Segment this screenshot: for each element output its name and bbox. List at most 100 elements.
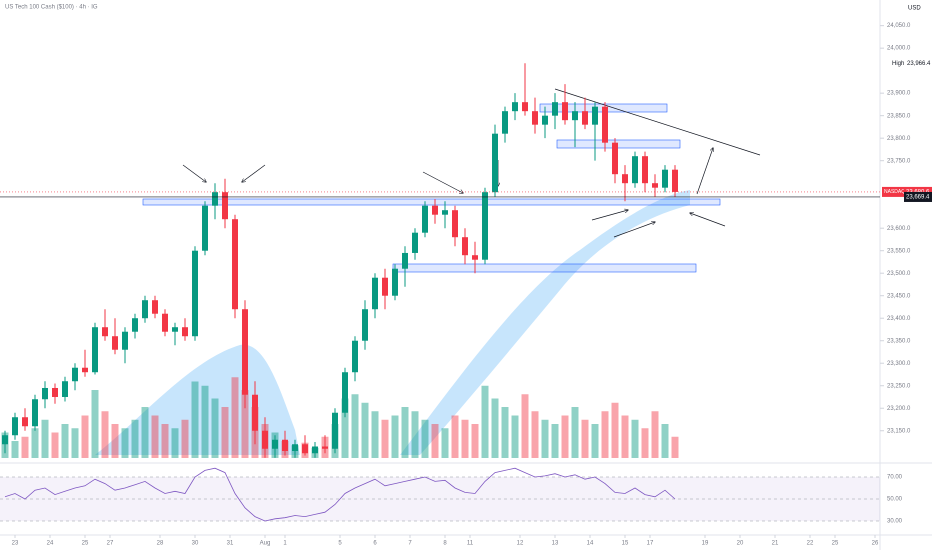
candle-body (332, 412, 338, 449)
x-tick-label: 22 (807, 541, 814, 547)
candle-body (282, 439, 288, 451)
volume-bar (71, 428, 79, 458)
rsi-tick-label: 70.00 (887, 475, 903, 481)
x-tick-label: 25 (832, 541, 839, 547)
candle-body (482, 192, 488, 260)
arrow (242, 164, 266, 182)
volume-bar (551, 424, 559, 458)
candle-body (532, 111, 538, 125)
volume-bar (611, 402, 619, 458)
volume-bar (211, 398, 219, 458)
x-tick-label: 1 (283, 541, 287, 547)
y-tick-label: 23,450.0 (887, 293, 911, 299)
x-tick-label: 31 (227, 541, 234, 547)
candle-body (502, 111, 508, 134)
candle-body (12, 417, 18, 436)
candle-body (342, 372, 348, 413)
candle-body (102, 327, 108, 337)
y-tick-label: 23,850.0 (887, 113, 911, 119)
candle-body (582, 111, 588, 125)
volume-bar (411, 411, 419, 458)
volume-bar (151, 415, 159, 458)
candle-body (652, 183, 658, 188)
candle-body (572, 111, 578, 121)
candle-body (252, 394, 258, 431)
arrow (591, 210, 628, 221)
candle-body (192, 250, 198, 337)
candle-body (492, 133, 498, 193)
candle-body (452, 210, 458, 238)
volume-bar (591, 424, 599, 458)
candle-body (412, 232, 418, 253)
volume-bar (31, 428, 39, 458)
volume-bar (661, 424, 669, 458)
candle-body (442, 210, 448, 215)
x-tick-label: 5 (338, 541, 342, 547)
y-tick-label: 23,300.0 (887, 361, 911, 367)
arrow (422, 171, 463, 193)
x-tick-label: 15 (622, 541, 629, 547)
volume-bar (441, 428, 449, 458)
x-tick-label: 27 (107, 541, 114, 547)
y-tick-label: 23,750.0 (887, 158, 911, 164)
volume-bar (361, 402, 369, 458)
candle-body (2, 435, 8, 445)
volume-bar (491, 398, 499, 458)
volume-bar (471, 424, 479, 458)
volume-bar (541, 419, 549, 458)
volume-bar (371, 411, 379, 458)
volume-bar (201, 385, 209, 458)
x-tick-label: 13 (552, 541, 559, 547)
x-tick-label: 6 (373, 541, 377, 547)
candle-body (382, 277, 388, 296)
rsi-line (4, 467, 676, 522)
x-tick-label: 7 (408, 541, 412, 547)
volume-bar (651, 411, 659, 458)
candle-body (62, 381, 68, 397)
candle-body (222, 192, 228, 220)
x-tick-label: 23 (12, 541, 19, 547)
candle-body (212, 192, 218, 206)
candle-body (262, 430, 268, 449)
arrow (182, 164, 206, 182)
volume-bar (171, 428, 179, 458)
volume-bar (421, 419, 429, 458)
volume-bar (181, 419, 189, 458)
candle-body (152, 300, 158, 314)
zone (556, 139, 681, 149)
candle-body (432, 205, 438, 215)
y-tick-label: 23,900.0 (887, 91, 911, 97)
candle-body (372, 277, 378, 310)
rsi-tick-label: 50.00 (887, 497, 903, 503)
ma-cloud (400, 190, 690, 455)
candle-body (112, 336, 118, 350)
volume-bar (161, 424, 169, 458)
volume-bar (21, 436, 29, 458)
volume-bar (571, 407, 579, 458)
x-tick-label: 11 (467, 541, 474, 547)
volume-bar (51, 432, 59, 458)
volume-bar (561, 415, 569, 458)
candle-body (602, 106, 608, 143)
volume-bar (81, 415, 89, 458)
candle-body (392, 268, 398, 296)
volume-bar (621, 415, 629, 458)
candle-body (552, 102, 558, 116)
candle-body (592, 106, 598, 125)
candle-body (362, 309, 368, 341)
price-tag-name: NASDAQ (884, 189, 905, 195)
candle-body (542, 115, 548, 125)
price-tag-bg (904, 191, 932, 202)
candle-body (52, 387, 58, 397)
volume-bar (11, 441, 19, 458)
x-tick-label: 8 (443, 541, 447, 547)
volume-bar (481, 385, 489, 458)
volume-bar (241, 390, 249, 458)
volume-bar (391, 415, 399, 458)
candle-body (462, 237, 468, 256)
x-tick-label: 12 (517, 541, 524, 547)
candle-body (92, 327, 98, 373)
x-tick-label: 14 (587, 541, 594, 547)
y-tick-label: 24,050.0 (887, 23, 911, 29)
zone (392, 263, 697, 273)
